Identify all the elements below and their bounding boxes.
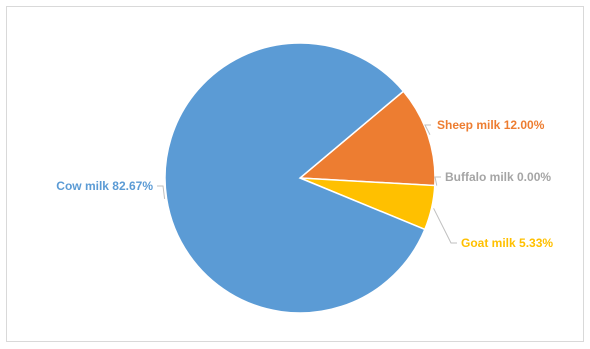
label-cow-milk: Cow milk 82.67% <box>56 179 153 193</box>
slice-sheep-milk <box>298 90 436 187</box>
leader-line-buffalo-milk <box>434 176 441 186</box>
label-sheep-milk: Sheep milk 12.00% <box>437 118 545 132</box>
leader-line-cow-milk <box>157 185 166 200</box>
label-buffalo-milk: Buffalo milk 0.00% <box>445 170 551 184</box>
slice-cow-milk <box>164 42 426 314</box>
label-goat-milk: Goat milk 5.33% <box>461 236 553 250</box>
leader-line-goat-milk <box>433 208 457 244</box>
leader-line-sheep-milk <box>424 124 431 135</box>
